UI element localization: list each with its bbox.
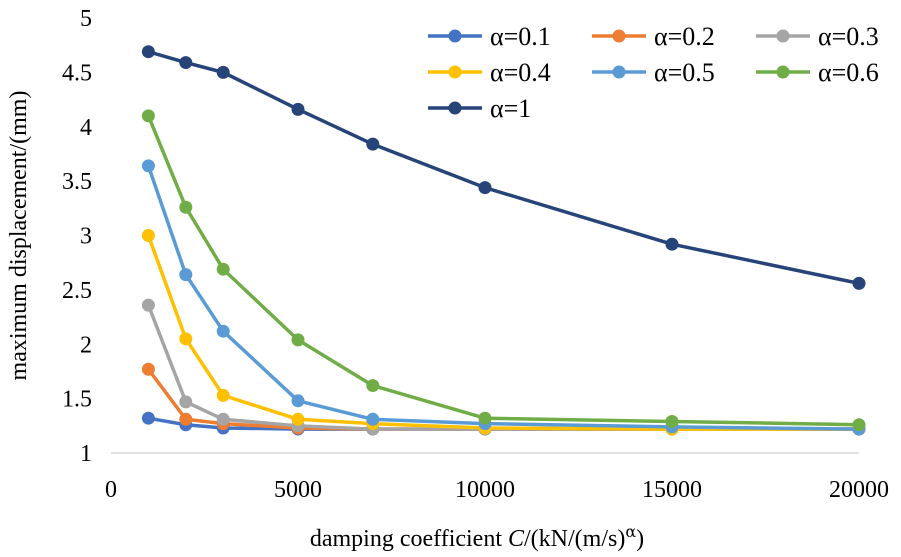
y-tick-label: 3.5 [62, 169, 92, 195]
data-point [478, 181, 492, 195]
legend-label: α=0.2 [654, 22, 715, 51]
legend-item: α=0.1 [428, 22, 551, 51]
data-point [179, 412, 193, 426]
legend-label: α=0.6 [818, 58, 879, 87]
data-point [852, 276, 866, 290]
legend-label: α=0.1 [490, 22, 551, 51]
x-axis-title-closing: ) [636, 526, 644, 552]
data-point [291, 102, 305, 116]
y-tick-label: 3 [80, 224, 92, 250]
legend: α=0.1 α=0.2 α=0.3 α=0.4 α=0.5 α=0.6 α=1 [428, 22, 879, 123]
legend-item: α=0.3 [756, 22, 879, 51]
data-point [179, 332, 193, 346]
y-tick-label: 1 [80, 441, 92, 467]
data-point [179, 200, 193, 214]
data-point [141, 109, 155, 123]
legend-item: α=0.4 [428, 58, 551, 87]
data-point [179, 268, 193, 282]
x-tick-label: 5000 [274, 477, 322, 503]
series-line [146, 234, 859, 431]
x-axis-title: damping coefficient C/(kN/(m/s)α) [310, 522, 644, 553]
x-tick-label: 0 [105, 477, 117, 503]
legend-label: α=0.3 [818, 22, 879, 51]
y-axis-title: maximum displacement/(mm) [6, 91, 32, 381]
legend-item: α=1 [428, 94, 531, 123]
data-point [216, 65, 230, 79]
legend-label: α=0.5 [654, 58, 715, 87]
series-layer [141, 45, 866, 436]
data-point [141, 411, 155, 425]
data-point [141, 229, 155, 242]
data-point [179, 395, 193, 409]
legend-marker [448, 101, 462, 115]
data-point [366, 137, 380, 151]
x-tick-label: 20000 [829, 477, 889, 503]
data-point [366, 412, 380, 426]
legend-item: α=0.5 [592, 58, 715, 87]
series-line [146, 165, 860, 431]
legend-marker [612, 29, 626, 43]
y-tick-label: 4 [80, 115, 92, 141]
legend-marker [776, 65, 790, 79]
data-point [216, 388, 230, 402]
data-point [291, 394, 305, 408]
x-axis-title-units: /(kN/(m/s) [524, 526, 625, 552]
legend-item: α=0.6 [756, 58, 879, 87]
y-tick-label: 5 [80, 6, 92, 32]
series-line [146, 304, 859, 431]
legend-item: α=0.2 [592, 22, 715, 51]
legend-label: α=0.4 [490, 58, 551, 87]
legend-marker [448, 65, 462, 79]
data-point [291, 412, 305, 426]
y-tick-label: 2.5 [62, 278, 92, 304]
series-4 [141, 229, 866, 436]
y-tick-label: 1.5 [62, 387, 92, 413]
data-point [366, 379, 380, 393]
series-6 [141, 109, 866, 432]
data-point [665, 414, 679, 428]
data-point [852, 418, 866, 432]
series-line [146, 115, 860, 427]
x-axis-title-variable: C [508, 526, 525, 552]
data-point [216, 412, 230, 426]
data-point [141, 362, 155, 376]
data-point [141, 45, 155, 59]
x-tick-label: 10000 [455, 477, 515, 503]
data-point [141, 298, 155, 312]
legend-marker [612, 65, 626, 79]
series-7 [141, 45, 866, 290]
series-5 [141, 159, 866, 436]
legend-marker [448, 29, 462, 43]
data-point [665, 237, 679, 251]
x-tick-label: 15000 [642, 477, 702, 503]
x-axis-ticks: 0 5000 10000 15000 20000 [105, 477, 889, 503]
y-tick-label: 4.5 [62, 60, 92, 86]
data-point [478, 411, 492, 425]
data-point [216, 324, 230, 338]
data-point [179, 56, 193, 70]
data-point [141, 159, 155, 173]
legend-marker [776, 29, 790, 43]
y-axis-ticks: 1 1.5 2 2.5 3 3.5 4 4.5 5 [62, 6, 92, 467]
data-point [216, 262, 230, 276]
legend-label: α=1 [490, 94, 531, 123]
x-axis-title-exponent: α [625, 522, 636, 541]
x-axis-title-prefix: damping coefficient [310, 526, 508, 552]
y-tick-label: 2 [80, 332, 92, 358]
data-point [291, 333, 305, 347]
series-3 [141, 298, 866, 436]
